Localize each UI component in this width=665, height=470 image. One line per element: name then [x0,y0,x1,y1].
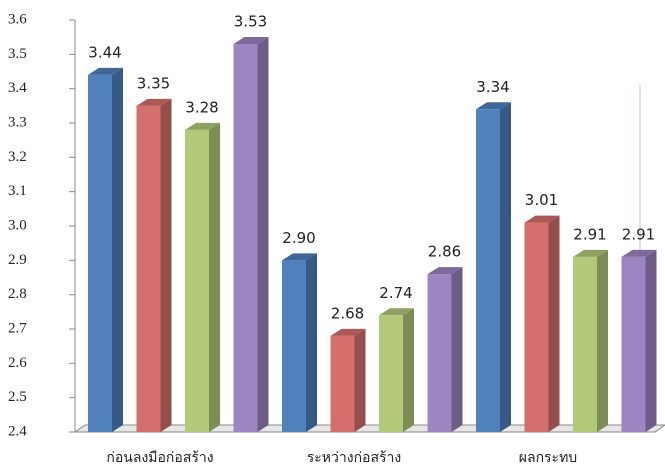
bar-top [379,308,414,316]
y-tick-label: 3.6 [8,11,27,27]
x-tick-label: ระหว่างก่อสร้าง [307,450,401,466]
value-label: 3.34 [476,78,509,96]
bar [621,256,646,432]
bar [379,315,403,432]
x-tick-label: ก่อนลงมือก่อสร้าง [106,450,213,466]
bar-top [88,67,123,75]
bar [136,105,161,432]
value-label: 3.35 [137,74,170,92]
bar-side [354,328,366,432]
value-label: 3.53 [234,13,267,31]
bar-top [621,249,657,257]
value-label: 2.68 [331,304,364,322]
bar [476,109,500,433]
y-tick-label: 3.2 [8,149,27,165]
y-tick-label: 2.4 [8,423,27,439]
y-tick-label: 2.6 [8,355,27,371]
bar-side [645,249,657,432]
bar [185,129,209,432]
y-tick-label: 2.9 [8,252,27,268]
bar-side [451,267,463,432]
bar-side [209,122,220,432]
bar [427,274,452,432]
bar-top [524,215,560,223]
bar-side [160,98,172,432]
value-label: 3.28 [185,98,218,116]
value-label: 2.86 [428,243,461,261]
bar [233,44,258,433]
y-tick-label: 2.8 [8,286,27,302]
y-tick-label: 3.1 [8,183,27,199]
y-tick-label: 3.4 [8,80,27,96]
bar [573,256,597,432]
bar [330,335,355,432]
bar-side [112,67,123,432]
bar [524,222,549,432]
bar-top [573,249,608,257]
bar-top [136,98,172,106]
bar-top [282,253,317,261]
bar-top [427,267,463,275]
bar-side [548,215,560,432]
y-tick-label: 3.0 [8,217,27,233]
bar-top [185,122,220,130]
bar-top [330,328,366,336]
value-label: 2.91 [622,225,655,243]
floor [73,424,665,433]
x-tick-label: ผลกระทบ [519,450,577,466]
y-tick-label: 2.5 [8,389,27,405]
bar-side [403,308,414,432]
value-label: 3.44 [88,43,121,61]
value-label: 2.74 [379,284,412,302]
value-label: 2.90 [282,229,315,247]
value-label: 2.91 [573,225,606,243]
bar-side [500,102,511,433]
bar [282,260,306,432]
bar-side [306,253,317,432]
bar [88,74,112,432]
y-tick-label: 3.3 [8,114,27,130]
value-label: 3.01 [525,191,558,209]
bar-top [233,37,269,45]
bar-side [597,249,608,432]
y-tick-label: 3.5 [8,46,27,62]
bar-side [257,37,269,433]
bar-top [476,102,511,110]
y-tick-label: 2.7 [8,320,27,336]
